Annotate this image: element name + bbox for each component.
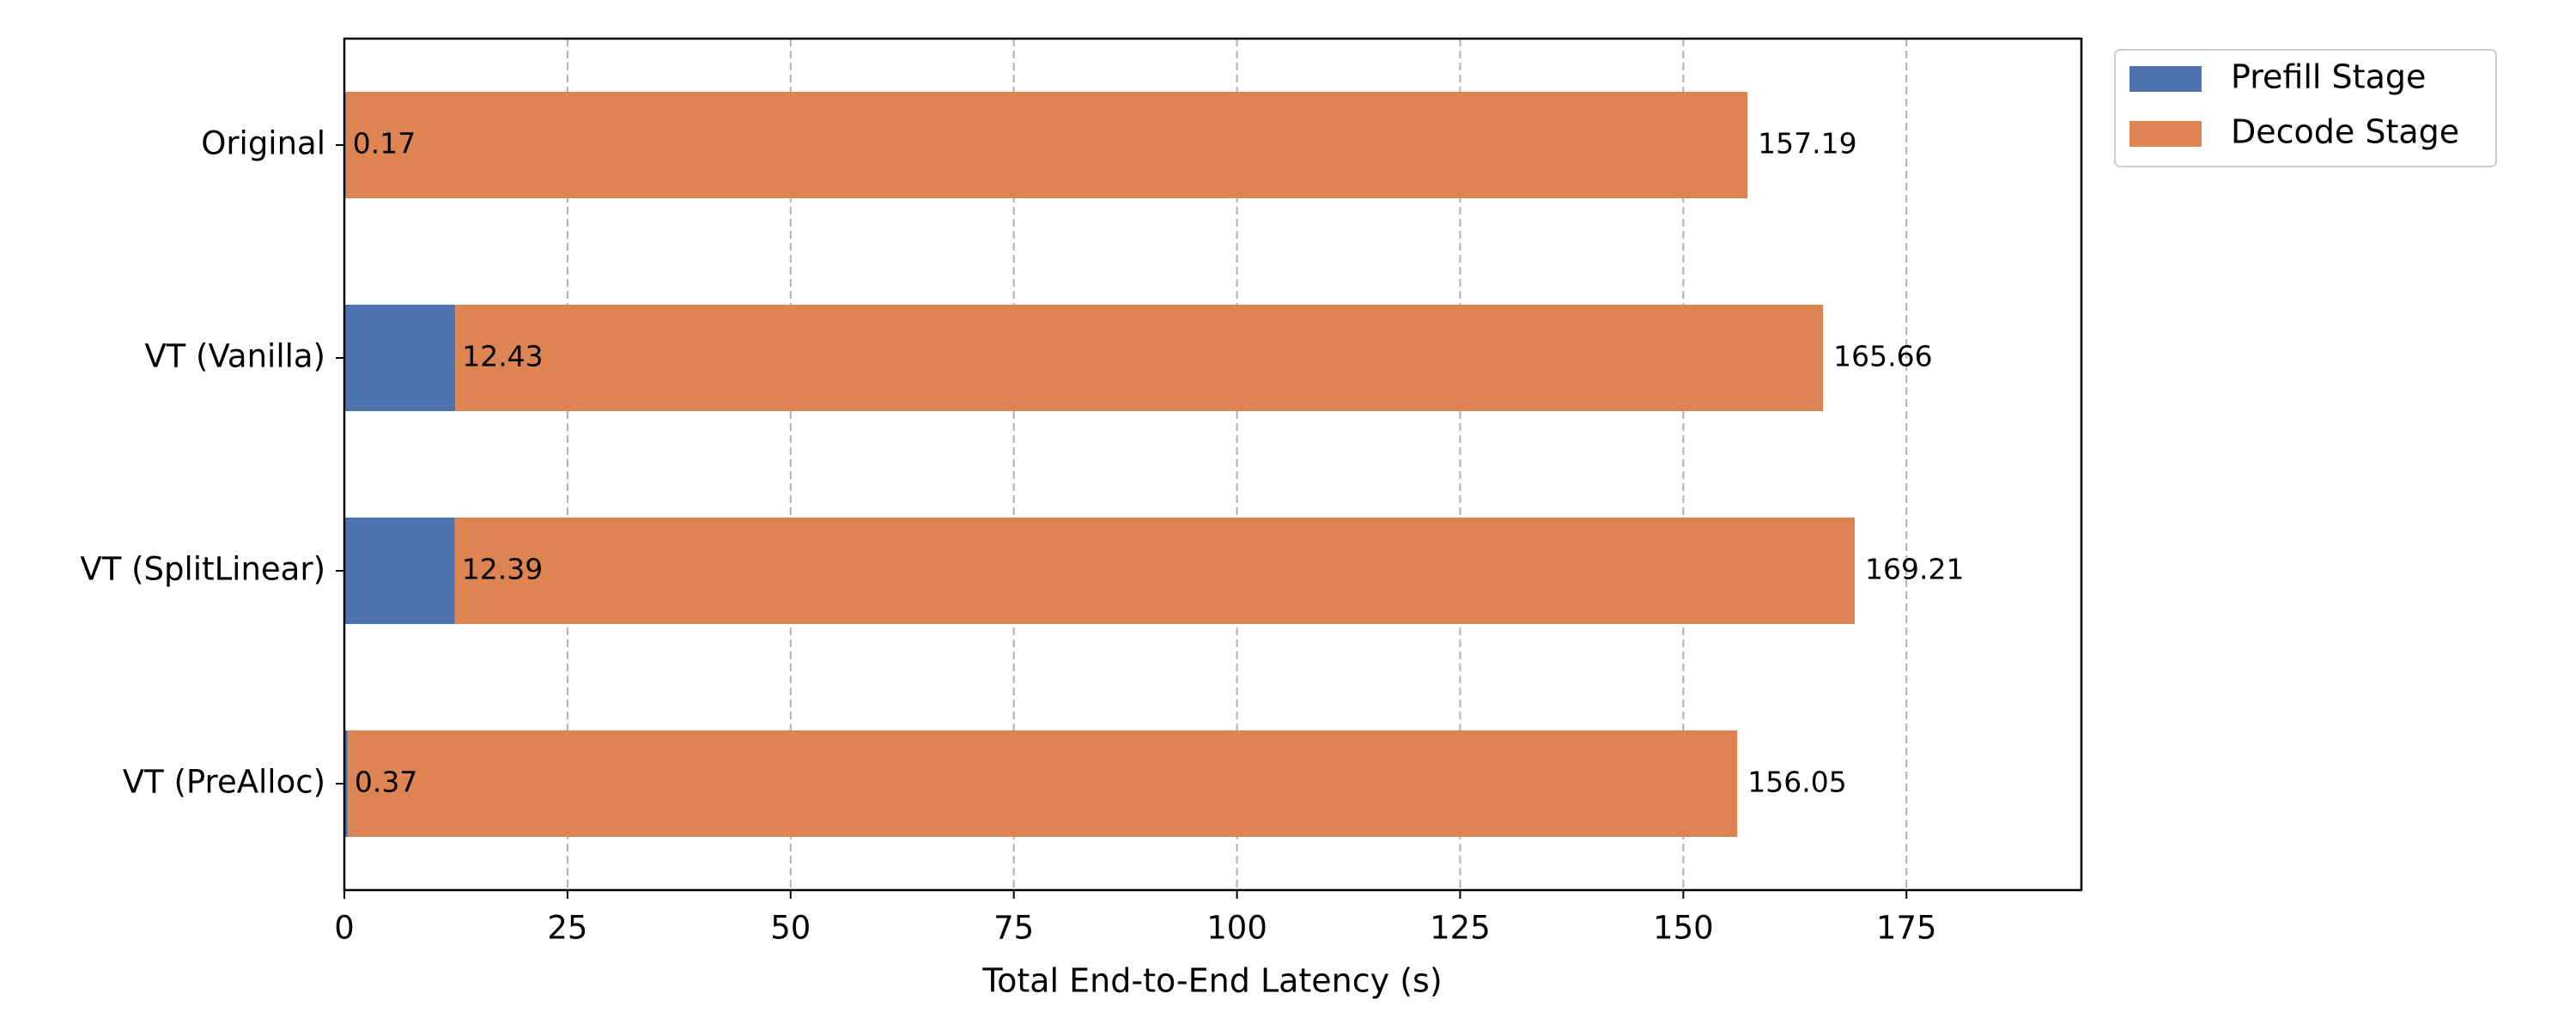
y-tick-label: VT (PreAlloc) (123, 764, 325, 801)
legend-label: Prefill Stage (2231, 58, 2426, 96)
value-label: 12.43 (462, 340, 543, 373)
bar-segment (344, 730, 348, 837)
bar-segment (345, 92, 1748, 198)
x-tick-label: 125 (1430, 910, 1491, 947)
x-tick-label: 150 (1653, 910, 1714, 947)
total-label: 156.05 (1747, 766, 1846, 799)
plot-frame (343, 37, 2083, 892)
value-label: 12.39 (462, 553, 543, 586)
bar-segment (344, 305, 456, 411)
total-label: 165.66 (1833, 340, 1932, 373)
legend-box (2114, 49, 2497, 167)
total-label: 169.21 (1865, 553, 1964, 586)
x-tick-label: 50 (770, 910, 811, 947)
bars (344, 92, 1856, 837)
x-tick-label: 100 (1206, 910, 1267, 947)
y-tick-label: VT (Vanilla) (144, 338, 325, 375)
y-tick-label: VT (SplitLinear) (80, 551, 325, 588)
bar-segment (347, 730, 1738, 837)
legend-swatch (2129, 66, 2202, 92)
bar-segment (454, 518, 1856, 624)
bar-segment (455, 305, 1824, 411)
value-label: 0.17 (353, 127, 416, 161)
x-tick-label: 25 (547, 910, 587, 947)
x-tick-label: 0 (334, 910, 355, 947)
legend-label: Decode Stage (2231, 113, 2459, 151)
legend-swatch (2129, 121, 2202, 147)
x-tick-label: 175 (1876, 910, 1937, 947)
x-axis-label: Total End-to-End Latency (s) (981, 962, 1442, 1000)
x-tick-label: 75 (993, 910, 1034, 947)
y-tick-label: Original (201, 125, 325, 162)
bar-segment (344, 518, 455, 624)
legend: Prefill Stage Decode Stage (2129, 58, 2459, 151)
value-label: 0.37 (355, 766, 417, 799)
total-label: 157.19 (1758, 127, 1856, 161)
